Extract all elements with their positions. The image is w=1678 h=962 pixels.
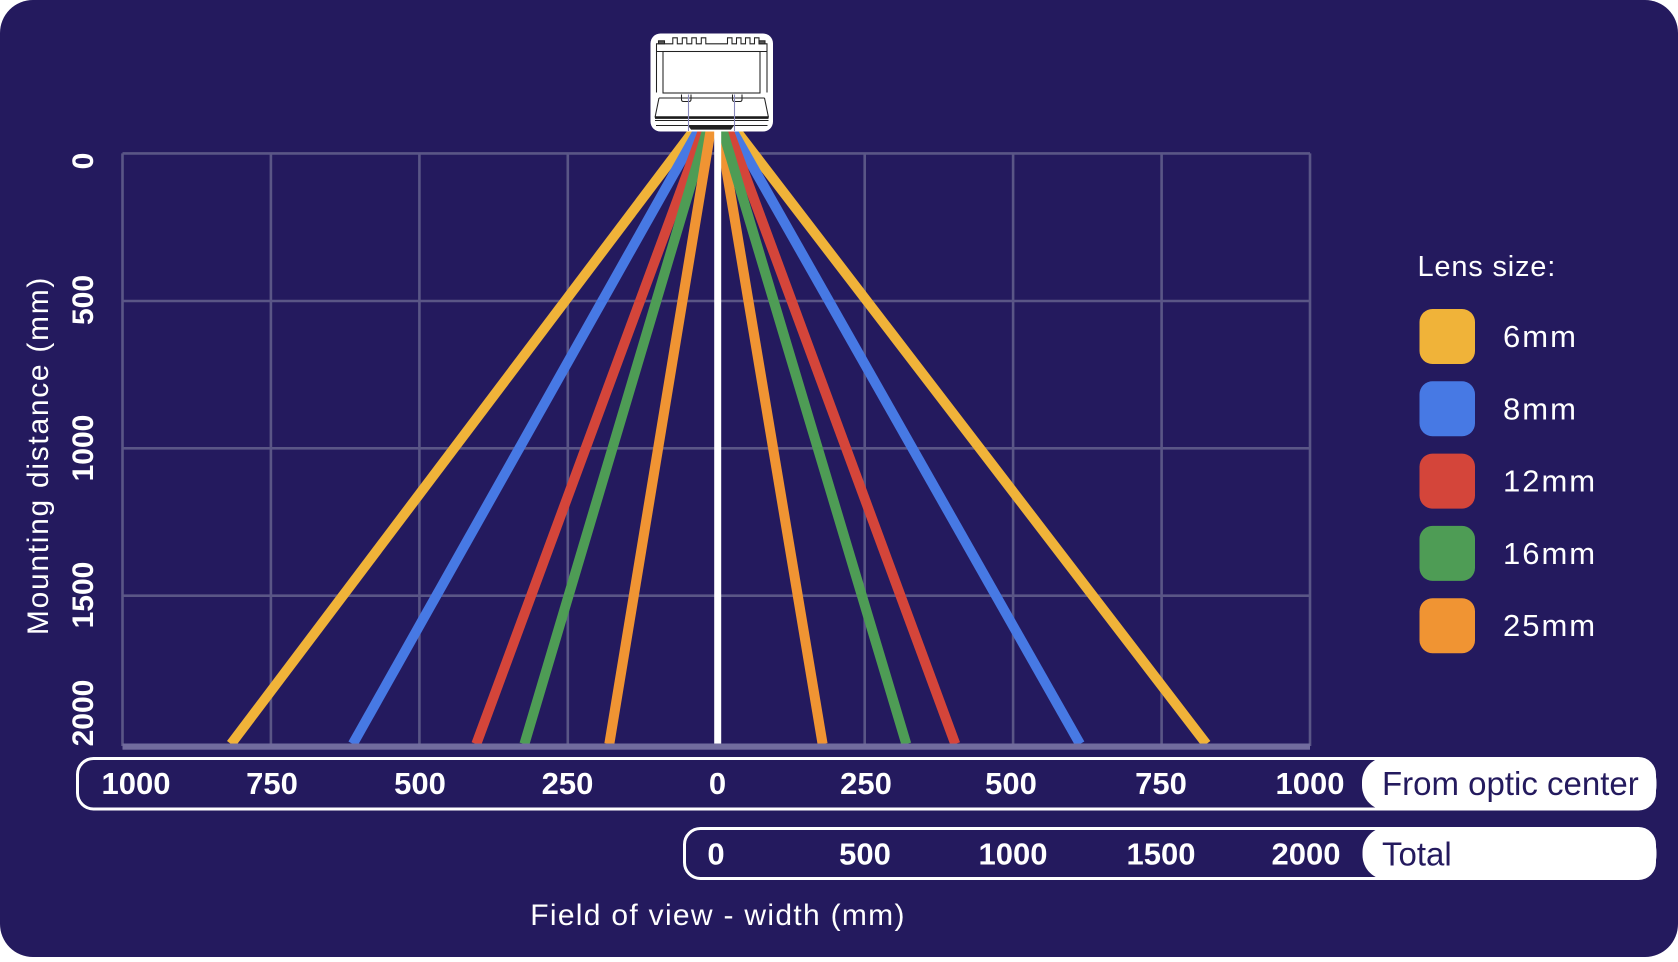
svg-text:2000: 2000 — [67, 680, 100, 747]
svg-text:From optic center: From optic center — [1382, 765, 1639, 802]
svg-text:500: 500 — [394, 766, 446, 801]
svg-text:2000: 2000 — [1272, 837, 1341, 872]
svg-text:1500: 1500 — [1127, 837, 1196, 872]
svg-text:1000: 1000 — [979, 837, 1048, 872]
svg-text:250: 250 — [542, 766, 594, 801]
svg-text:25mm: 25mm — [1503, 608, 1597, 643]
svg-text:6mm: 6mm — [1503, 319, 1578, 354]
svg-text:1000: 1000 — [67, 415, 100, 482]
svg-text:1500: 1500 — [67, 562, 100, 629]
svg-text:0: 0 — [707, 837, 724, 872]
svg-text:Total: Total — [1382, 836, 1452, 873]
svg-text:500: 500 — [985, 766, 1037, 801]
svg-text:0: 0 — [67, 153, 100, 170]
svg-text:0: 0 — [709, 766, 726, 801]
svg-text:Mounting distance (mm): Mounting distance (mm) — [22, 276, 55, 635]
svg-text:250: 250 — [840, 766, 892, 801]
svg-text:Lens size:: Lens size: — [1418, 251, 1557, 283]
svg-text:16mm: 16mm — [1503, 536, 1597, 571]
svg-text:500: 500 — [67, 275, 100, 325]
svg-text:1000: 1000 — [1276, 766, 1345, 801]
svg-text:Field of view - width (mm): Field of view - width (mm) — [530, 899, 906, 932]
svg-text:12mm: 12mm — [1503, 464, 1597, 499]
svg-text:750: 750 — [246, 766, 298, 801]
svg-text:1000: 1000 — [102, 766, 171, 801]
svg-text:8mm: 8mm — [1503, 391, 1578, 426]
svg-text:750: 750 — [1135, 766, 1187, 801]
svg-text:500: 500 — [839, 837, 891, 872]
